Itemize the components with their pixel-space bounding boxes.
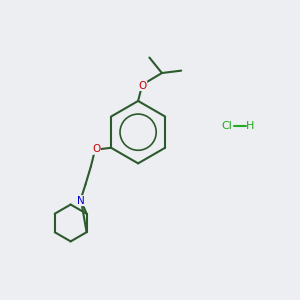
Text: H: H <box>245 121 254 131</box>
Text: O: O <box>92 144 100 154</box>
Text: Cl: Cl <box>222 121 233 131</box>
Text: N: N <box>77 196 85 206</box>
Text: O: O <box>138 80 147 91</box>
